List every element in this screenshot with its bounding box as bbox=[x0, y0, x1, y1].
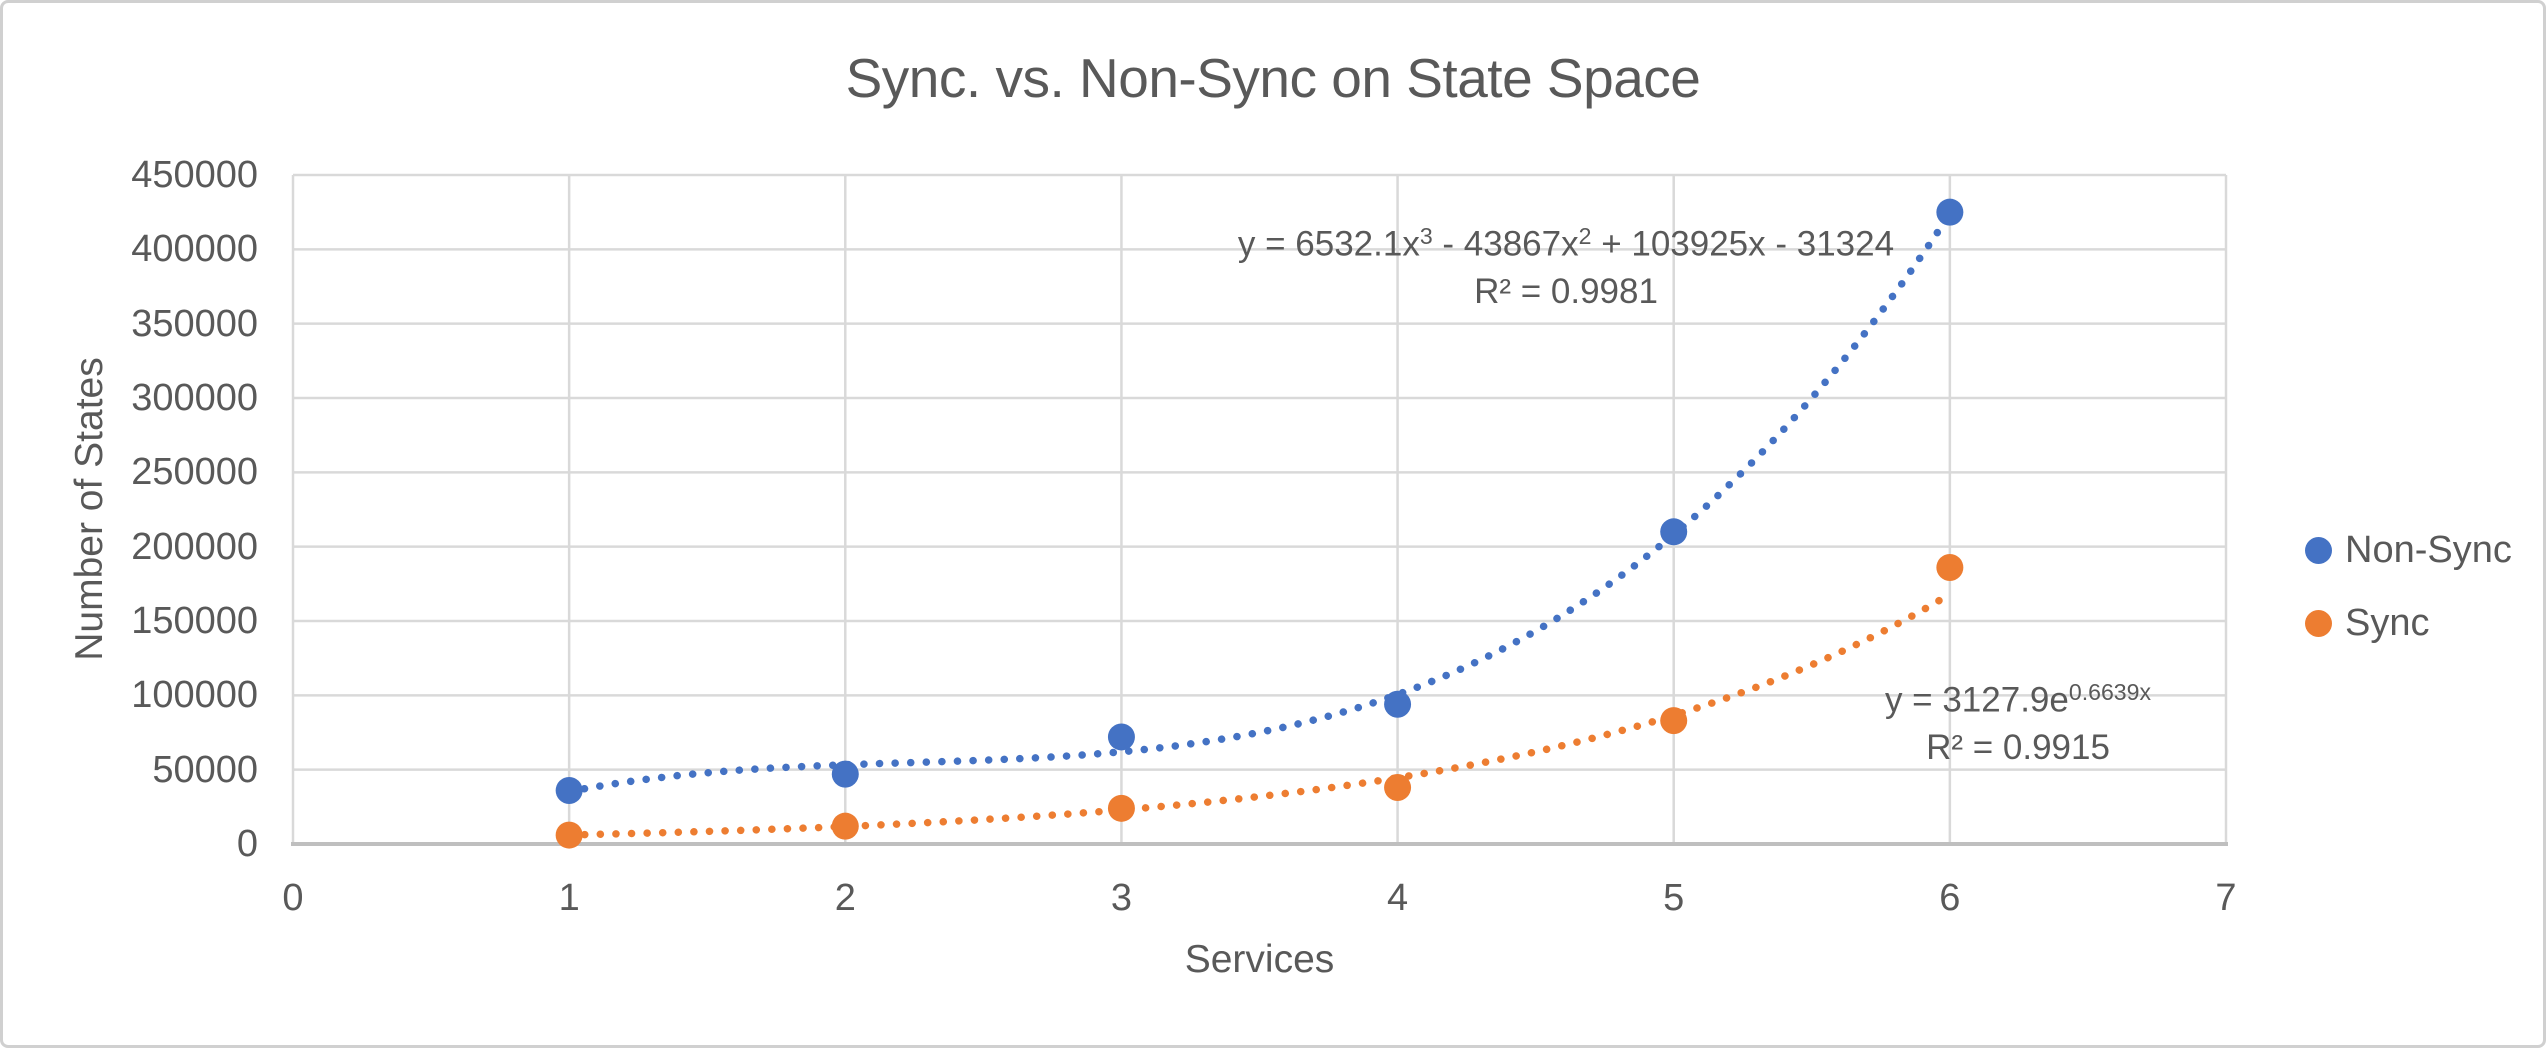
legend-label-non-sync: Non-Sync bbox=[2345, 529, 2512, 571]
y-tick-label-400000: 400000 bbox=[131, 228, 258, 271]
y-tick-label-0: 0 bbox=[236, 823, 258, 865]
r-squared-sync: R² = 0.9915 bbox=[1926, 727, 2110, 767]
data-point-non-sync-5 bbox=[1660, 518, 1688, 546]
legend-item-sync: Sync bbox=[2305, 604, 2512, 642]
x-tick-label-2: 2 bbox=[834, 877, 856, 919]
chart-title: Sync. vs. Non-Sync on State Space bbox=[845, 47, 1701, 109]
x-tick-label-3: 3 bbox=[1110, 877, 1132, 919]
data-point-non-sync-3 bbox=[1107, 723, 1135, 751]
x-axis-title: Services bbox=[1184, 938, 1335, 981]
data-point-sync-4 bbox=[1384, 774, 1412, 802]
legend-marker-sync bbox=[2305, 609, 2332, 637]
x-tick-label-5: 5 bbox=[1663, 877, 1685, 919]
trendline-equation-sync: y = 3127.9e0.6639x R² = 0.9915 bbox=[1668, 669, 2368, 771]
trendline-non-sync bbox=[565, 209, 1954, 796]
x-tick-label-4: 4 bbox=[1386, 877, 1409, 919]
x-tick-label-7: 7 bbox=[2215, 877, 2237, 919]
equation-text-sync: y = 3127.9e0.6639x bbox=[1884, 679, 2152, 720]
y-tick-label-350000: 350000 bbox=[131, 302, 258, 345]
x-tick-label-6: 6 bbox=[1939, 877, 1961, 919]
y-axis-title: Number of States bbox=[68, 357, 111, 661]
legend-label-sync: Sync bbox=[2345, 602, 2430, 644]
y-tick-label-100000: 100000 bbox=[131, 674, 258, 717]
legend: Non-Sync Sync bbox=[2305, 531, 2512, 677]
equation-text-non-sync: y = 6532.1x3 - 43867x2 + 103925x - 31324 bbox=[1237, 223, 1895, 264]
data-point-sync-5 bbox=[1660, 707, 1688, 735]
data-point-sync-3 bbox=[1107, 794, 1135, 822]
legend-marker-non-sync bbox=[2305, 536, 2332, 564]
trendline-sync bbox=[565, 590, 1954, 839]
x-tick-label-0: 0 bbox=[282, 877, 304, 919]
y-tick-label-250000: 250000 bbox=[131, 451, 258, 494]
y-tick-label-150000: 150000 bbox=[131, 600, 258, 642]
data-point-non-sync-4 bbox=[1384, 690, 1412, 718]
data-point-sync-6 bbox=[1936, 553, 1964, 581]
trendline-equation-non-sync: y = 6532.1x3 - 43867x2 + 103925x - 31324… bbox=[966, 213, 2166, 315]
data-point-sync-1 bbox=[555, 821, 583, 849]
plot-area bbox=[291, 173, 2228, 849]
r-squared-non-sync: R² = 0.9981 bbox=[1474, 271, 1658, 311]
y-tick-label-50000: 50000 bbox=[152, 748, 258, 791]
data-point-non-sync-1 bbox=[555, 776, 583, 804]
y-tick-label-200000: 200000 bbox=[131, 525, 258, 568]
data-point-non-sync-2 bbox=[831, 760, 859, 788]
data-point-sync-2 bbox=[831, 812, 859, 840]
x-tick-label-1: 1 bbox=[558, 877, 580, 919]
data-point-non-sync-6 bbox=[1936, 198, 1964, 226]
y-tick-label-300000: 300000 bbox=[131, 377, 258, 419]
legend-item-non-sync: Non-Sync bbox=[2305, 531, 2512, 569]
y-tick-label-450000: 450000 bbox=[131, 154, 258, 196]
